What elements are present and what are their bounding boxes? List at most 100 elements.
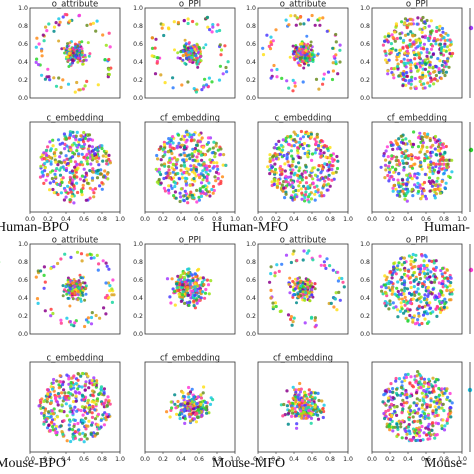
x-tick-label: 0.2 [385,216,395,223]
data-point [67,396,71,400]
data-point [411,320,415,324]
data-point [383,301,387,305]
data-point [416,181,420,185]
data-point [384,304,388,308]
data-point [186,274,190,278]
data-point [388,417,393,422]
data-point [74,134,78,138]
data-point [422,26,426,30]
data-point [319,148,323,153]
data-point [91,170,95,174]
data-point [175,158,179,162]
data-point [426,286,430,290]
data-point [310,169,314,173]
data-point [102,306,106,310]
data-point [402,57,406,61]
x-tick-label: 0.2 [43,456,53,463]
data-point [323,162,327,166]
data-point [387,423,391,428]
data-point [442,276,447,280]
data-point [49,314,53,318]
data-point [93,187,97,191]
data-point [340,276,344,281]
data-point [331,268,335,272]
data-point [80,47,84,51]
data-point [95,19,99,23]
data-point [89,432,93,436]
x-tick-label: 0.6 [421,216,431,223]
data-point [77,138,81,142]
data-point [332,55,336,59]
data-point [88,52,92,56]
data-point [157,177,161,182]
data-point [64,154,68,158]
data-point [395,425,400,429]
data-point [427,377,431,381]
data-point [338,298,342,302]
data-point [311,58,315,62]
data-point [87,386,91,390]
data-point [197,198,201,202]
data-point [403,295,407,299]
data-point [324,155,328,159]
data-point [309,40,313,44]
group-label-human-mfo: Human-MFO [212,220,289,235]
data-point [83,142,87,146]
data-point [307,200,311,204]
data-point [388,176,392,181]
data-point [397,292,401,296]
data-point [409,281,413,285]
data-point [432,261,436,265]
data-point [97,262,101,266]
data-point [304,176,308,180]
data-point [419,267,423,271]
x-tick-label: 0.8 [439,216,449,223]
data-point [71,61,74,65]
data-point [205,278,209,282]
data-point [190,56,194,60]
data-point [74,138,78,142]
data-point [275,263,279,267]
data-point [168,295,172,299]
y-tick-label: 0.8 [246,23,256,30]
data-point [309,135,313,139]
data-point [299,409,303,413]
data-point [445,166,449,170]
data-point [448,284,452,288]
data-point [83,298,87,302]
data-point [413,162,417,166]
data-point [316,188,320,192]
data-point [193,285,197,289]
data-point [71,47,75,51]
data-point [74,287,78,291]
data-point [307,388,311,392]
data-point [185,285,189,289]
data-point [436,145,441,149]
data-point [200,280,204,284]
data-point [389,51,393,55]
data-point [409,285,413,290]
data-point [84,198,88,202]
data-point [204,287,208,292]
data-point [397,377,402,381]
data-point [208,169,212,173]
data-point [396,190,400,194]
data-point [176,20,180,25]
data-point [86,398,90,402]
data-point [108,45,112,49]
data-point [432,180,436,184]
y-tick-label: 0.0 [18,95,28,102]
data-point [381,400,385,404]
data-point [54,395,58,400]
data-point [325,29,329,33]
data-point [318,254,322,258]
data-point [450,401,454,405]
data-point [423,380,427,384]
data-point [301,285,305,289]
data-point [403,197,407,201]
data-point [289,315,293,319]
y-tick-label: 1.0 [246,241,256,248]
data-point [414,185,419,189]
data-point [444,144,448,149]
data-point [281,138,285,142]
